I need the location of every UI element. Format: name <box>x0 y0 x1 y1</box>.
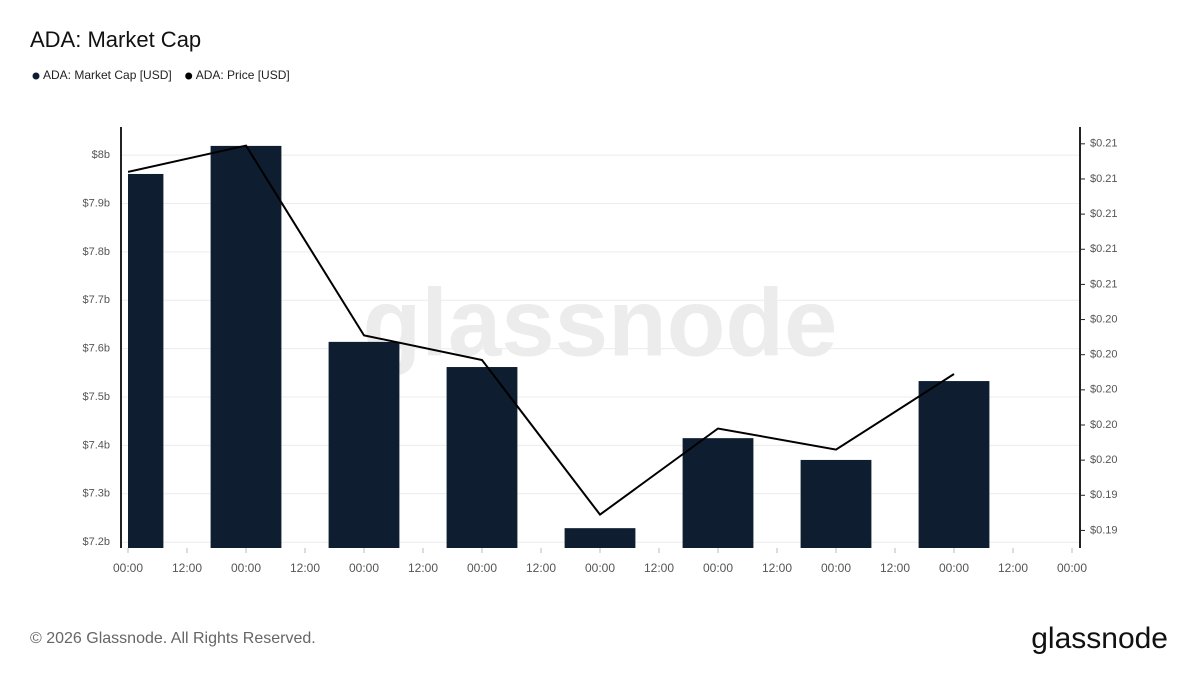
bar <box>210 145 282 548</box>
y-tick-label: $7.4b <box>82 439 110 451</box>
y-tick-label: $7.2b <box>82 536 110 548</box>
x-tick-label: 00:00 <box>703 561 733 575</box>
bar <box>328 341 400 548</box>
y2-tick-label: $0.21 <box>1090 208 1118 220</box>
y2-tick-label: $0.19 <box>1090 489 1118 501</box>
y2-tick-label: $0.20 <box>1090 313 1118 325</box>
legend-marker <box>185 72 193 80</box>
x-tick-label: 12:00 <box>172 561 202 575</box>
legend-label: ADA: Market Cap [USD] <box>43 68 172 82</box>
x-tick-label: 00:00 <box>113 561 143 575</box>
bar <box>446 367 518 548</box>
x-tick-label: 00:00 <box>1057 561 1087 575</box>
x-tick-label: 12:00 <box>408 561 438 575</box>
y-tick-label: $8b <box>92 149 110 161</box>
y2-tick-label: $0.21 <box>1090 278 1118 290</box>
y2-tick-label: $0.20 <box>1090 349 1118 361</box>
x-tick-label: 00:00 <box>467 561 497 575</box>
bar <box>918 381 990 548</box>
x-tick-label: 12:00 <box>998 561 1028 575</box>
y2-tick-label: $0.21 <box>1090 243 1118 255</box>
x-tick-label: 12:00 <box>762 561 792 575</box>
x-tick-label: 00:00 <box>821 561 851 575</box>
plot <box>128 144 990 548</box>
y2-tick-label: $0.21 <box>1090 173 1118 185</box>
legend-marker <box>32 72 40 80</box>
bar <box>564 528 636 548</box>
bar <box>682 438 754 548</box>
bar <box>800 459 872 548</box>
x-tick-label: 12:00 <box>526 561 556 575</box>
y-tick-label: $7.5b <box>82 391 110 403</box>
x-tick-label: 00:00 <box>349 561 379 575</box>
logo: glassnode <box>1031 622 1168 655</box>
price-line <box>128 144 955 516</box>
x-tick-label: 00:00 <box>231 561 261 575</box>
footer: © 2026 Glassnode. All Rights Reserved. <box>30 630 316 647</box>
legend: ADA: Market Cap [USD] ADA: Price [USD] <box>32 68 290 82</box>
y-tick-label: $7.9b <box>82 197 110 209</box>
watermark: glassnode <box>363 269 838 376</box>
x-tick-label: 00:00 <box>585 561 615 575</box>
y-tick-label: $7.7b <box>82 294 110 306</box>
y2-tick-label: $0.21 <box>1090 138 1118 150</box>
x-tick-label: 12:00 <box>880 561 910 575</box>
x-tick-label: 12:00 <box>644 561 674 575</box>
chart-title: ADA: Market Cap <box>30 27 201 52</box>
legend-label: ADA: Price [USD] <box>196 68 290 82</box>
y-tick-label: $7.8b <box>82 246 110 258</box>
bar <box>128 173 164 548</box>
y2-tick-label: $0.20 <box>1090 419 1118 431</box>
y2-tick-label: $0.19 <box>1090 524 1118 536</box>
x-tick-label: 00:00 <box>939 561 969 575</box>
y2-tick-label: $0.20 <box>1090 454 1118 466</box>
y2-tick-label: $0.20 <box>1090 384 1118 396</box>
x-tick-label: 12:00 <box>290 561 320 575</box>
y-tick-label: $7.3b <box>82 488 110 500</box>
y-tick-label: $7.6b <box>82 343 110 355</box>
